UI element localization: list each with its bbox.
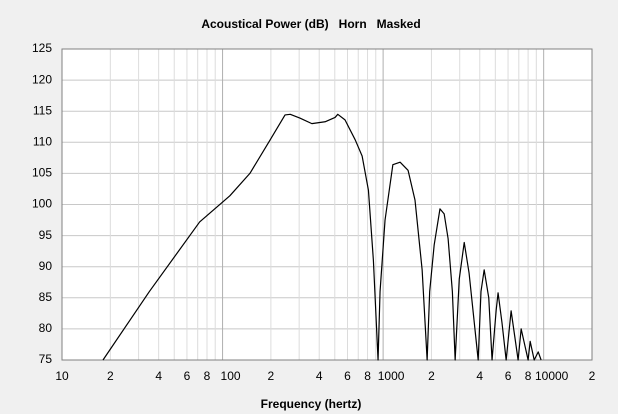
line	[102, 113, 542, 361]
x-tick-label: 4	[476, 369, 483, 383]
y-tick-label: 90	[39, 259, 53, 273]
x-tick-label: 10000	[535, 369, 569, 383]
y-tick-label: 85	[39, 290, 53, 304]
x-tick-label: 6	[505, 369, 512, 383]
y-tick-label: 75	[39, 352, 53, 366]
x-tick-label: 2	[428, 369, 435, 383]
y-tick-label: 100	[32, 197, 52, 211]
y-tick-label: 95	[39, 228, 53, 242]
x-tick-label: 6	[184, 369, 191, 383]
x-tick-label: 8	[204, 369, 211, 383]
plot-border	[61, 48, 593, 361]
y-tick-label: 120	[32, 72, 52, 86]
y-tick-label: 80	[39, 321, 53, 335]
chart-title: Acoustical Power (dB) Horn Masked	[201, 17, 420, 31]
x-axis-label: Frequency (hertz)	[261, 397, 362, 411]
y-tick-label: 125	[32, 41, 52, 55]
x-tick-label: 100	[221, 369, 241, 383]
x-tick-label: 1000	[378, 369, 405, 383]
x-tick-label: 2	[589, 369, 596, 383]
x-tick-label: 2	[107, 369, 114, 383]
x-tick-label: 6	[344, 369, 351, 383]
x-tick-label: 8	[525, 369, 532, 383]
x-tick-label: 4	[155, 369, 162, 383]
x-tick-label: 2	[268, 369, 275, 383]
x-tick-label: 10	[55, 369, 69, 383]
y-tick-label: 110	[33, 134, 52, 148]
y-tick-label: 105	[32, 166, 52, 180]
x-tick-label: 8	[364, 369, 371, 383]
x-tick-label: 4	[316, 369, 323, 383]
y-tick-label: 115	[33, 103, 52, 117]
